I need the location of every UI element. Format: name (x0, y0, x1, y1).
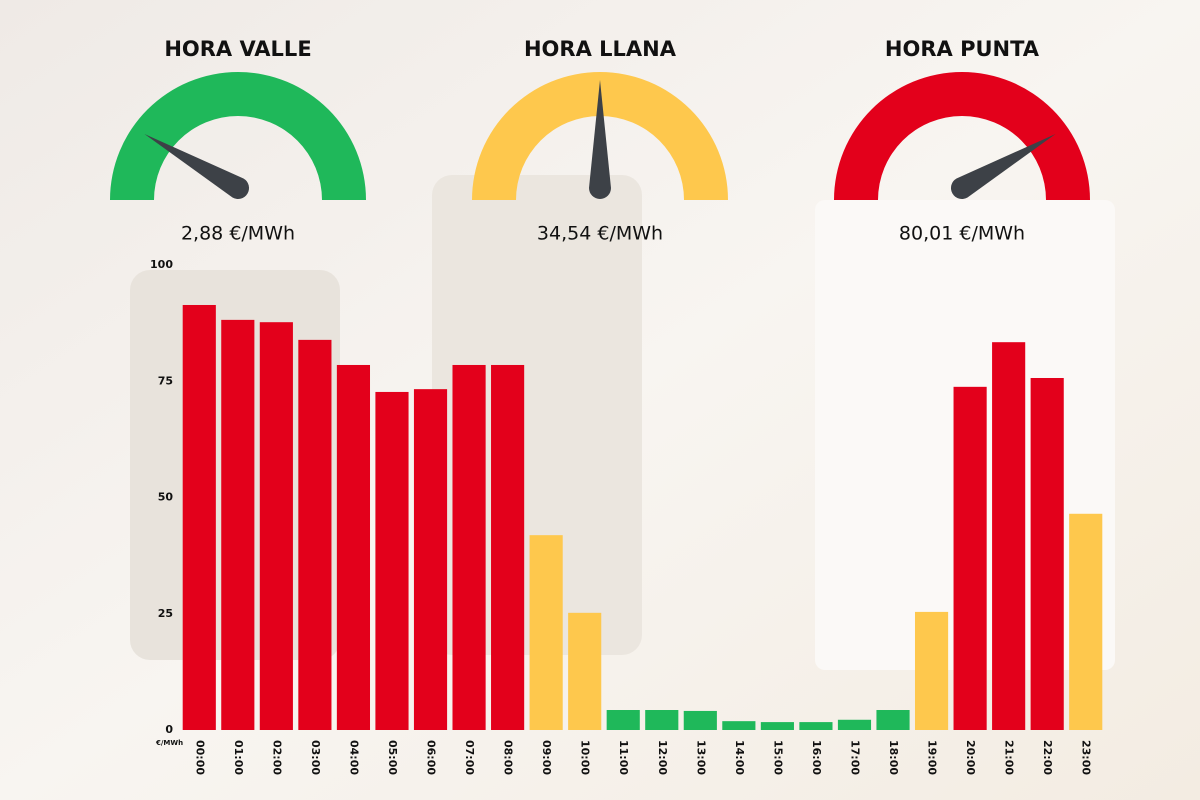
bar (683, 710, 717, 730)
bar (529, 535, 563, 730)
bar (259, 322, 293, 730)
x-tick-label: 19:00 (926, 740, 939, 775)
gauge-title: HORA PUNTA (885, 37, 1040, 61)
y-tick-label: 25 (158, 607, 173, 620)
bar (413, 389, 448, 730)
x-tick-label: 08:00 (502, 740, 515, 775)
gauge-value: 2,88 €/MWh (181, 223, 295, 245)
bar (336, 364, 371, 730)
bar (1069, 513, 1103, 730)
y-tick-label: 75 (158, 374, 173, 387)
y-tick-label: 0 (165, 723, 173, 736)
x-tick-label: 21:00 (1003, 740, 1016, 775)
x-tick-label: 23:00 (1080, 740, 1093, 775)
bar (375, 391, 409, 730)
x-tick-label: 07:00 (463, 740, 476, 775)
bar (645, 710, 679, 730)
gauge-value: 34,54 €/MWh (537, 223, 663, 245)
gauge-arc (834, 72, 1090, 200)
bar (722, 721, 756, 730)
gauge-title: HORA LLANA (524, 37, 677, 61)
x-tick-label: 17:00 (848, 740, 861, 775)
x-tick-label: 02:00 (270, 740, 283, 775)
x-tick-label: 05:00 (386, 740, 399, 775)
x-tick-label: 09:00 (540, 740, 553, 775)
bar (568, 612, 602, 730)
x-tick-label: 12:00 (656, 740, 669, 775)
gauge-arc (110, 72, 366, 200)
bar (182, 304, 216, 730)
y-tick-label: 100 (150, 258, 173, 271)
bar (760, 722, 794, 730)
x-tick-label: 06:00 (425, 740, 438, 775)
x-tick-label: 15:00 (771, 740, 784, 775)
bar (452, 364, 486, 730)
gauge-title: HORA VALLE (164, 37, 311, 61)
gauge-needle (144, 134, 250, 200)
bar (876, 710, 910, 730)
bar (799, 722, 833, 730)
bar (992, 342, 1026, 730)
x-tick-label: 01:00 (232, 740, 245, 775)
bar (1030, 377, 1064, 730)
x-tick-label: 18:00 (887, 740, 900, 775)
bar (837, 719, 872, 730)
gauge-needle (950, 134, 1056, 200)
gauges: HORA VALLE 2,88 €/MWh HORA LLANA 34,54 €/MW… (110, 37, 1090, 245)
bar (491, 364, 525, 730)
bar (221, 319, 255, 730)
y-unit: €/MWh (155, 739, 183, 747)
y-tick-label: 50 (158, 491, 174, 504)
x-tick-label: 10:00 (579, 740, 592, 775)
x-tick-label: 13:00 (694, 740, 707, 775)
x-tick-label: 16:00 (810, 740, 823, 775)
bar (914, 611, 949, 730)
bar (606, 710, 640, 730)
gauge-value: 80,01 €/MWh (899, 223, 1025, 245)
x-tick-label: 22:00 (1041, 740, 1054, 775)
x-tick-label: 03:00 (309, 740, 322, 775)
bar (298, 339, 332, 730)
x-tick-label: 04:00 (347, 740, 360, 775)
x-tick-label: 20:00 (964, 740, 977, 775)
x-tick-label: 11:00 (617, 740, 630, 775)
x-tick-label: 00:00 (193, 740, 206, 775)
gauge-arc (472, 72, 728, 200)
x-tick-label: 14:00 (733, 740, 746, 775)
gauge-needle (589, 80, 611, 199)
bar (953, 386, 987, 730)
bar-chart: 0 25 50 75 100 €/MWh 00:00 01:00 02:00 03:00 04:00… (150, 258, 1103, 775)
